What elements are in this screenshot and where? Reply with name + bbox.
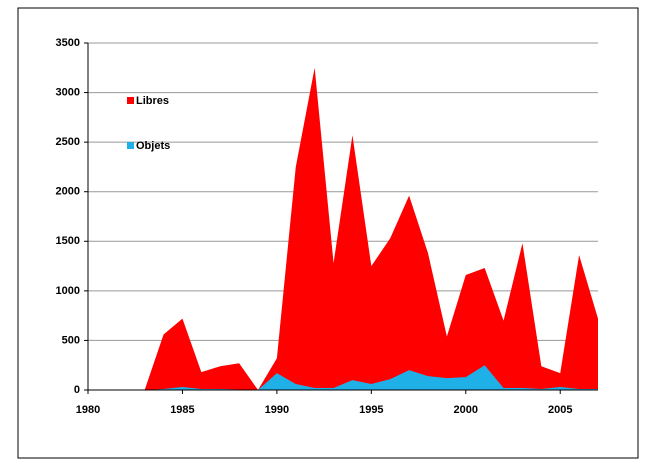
- y-tick-label: 0: [74, 384, 80, 396]
- x-tick-label: 1985: [170, 404, 194, 416]
- y-tick-label: 1500: [56, 235, 80, 247]
- y-tick-label: 1000: [56, 285, 80, 297]
- legend-label: Libres: [136, 95, 169, 107]
- area: [144, 365, 598, 390]
- legend-swatch: [127, 97, 134, 104]
- y-tick-label: 3500: [56, 37, 80, 49]
- x-tick-label: 2005: [548, 404, 572, 416]
- x-tick-label: 1995: [359, 404, 383, 416]
- y-tick-label: 2000: [56, 186, 80, 198]
- legend-label: Objets: [136, 140, 170, 152]
- x-tick-label: 2000: [454, 404, 478, 416]
- x-tick-label: 1990: [265, 404, 289, 416]
- y-tick-label: 3000: [56, 86, 80, 98]
- y-tick-label: 500: [62, 334, 80, 346]
- area: [144, 67, 598, 391]
- y-tick-label: 2500: [56, 136, 80, 148]
- x-tick-label: 1980: [76, 404, 100, 416]
- legend-swatch: [127, 142, 134, 149]
